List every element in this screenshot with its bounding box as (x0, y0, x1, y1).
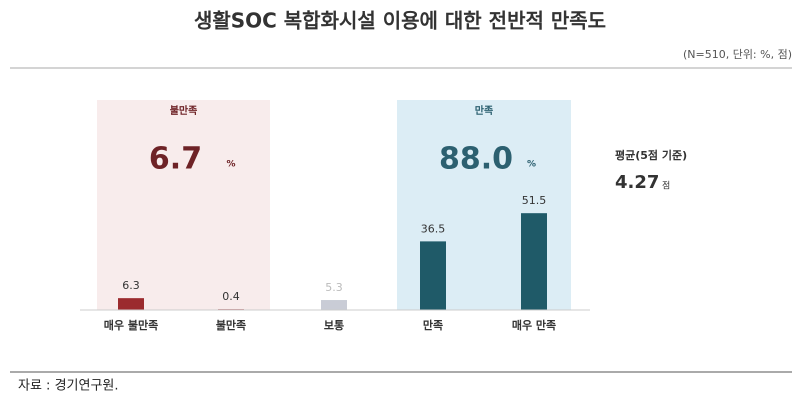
chart-note: (N=510, 단위: %, 점) (683, 48, 792, 61)
value-label: 5.3 (325, 281, 343, 294)
x-tick-label: 매우 불만족 (104, 318, 158, 332)
group-box (97, 100, 270, 310)
x-tick-label: 보통 (324, 319, 344, 332)
value-label: 36.5 (421, 222, 446, 235)
value-label: 6.3 (122, 279, 140, 292)
value-label: 51.5 (522, 194, 547, 207)
group-unit: % (527, 160, 536, 170)
group-total: 88.0 (439, 142, 513, 177)
group-label: 불만족 (170, 104, 198, 117)
bar (321, 300, 347, 310)
bar (118, 298, 144, 310)
chart-title: 생활SOC 복합화시설 이용에 대한 전반적 만족도 (194, 9, 606, 33)
x-tick-label: 만족 (423, 318, 443, 332)
bar (420, 241, 446, 310)
average-value: 4.27 (615, 172, 659, 193)
group-label: 만족 (475, 104, 493, 117)
source: 자료 : 경기연구원. (18, 379, 119, 394)
average-label: 평균(5점 기준) (615, 148, 687, 162)
bar (521, 213, 547, 310)
group-total: 6.7 (149, 142, 202, 177)
x-tick-label: 매우 만족 (512, 318, 556, 332)
x-tick-label: 불만족 (216, 318, 246, 332)
average-unit: 점 (662, 180, 670, 192)
group-unit: % (227, 160, 236, 170)
value-label: 0.4 (222, 290, 240, 303)
